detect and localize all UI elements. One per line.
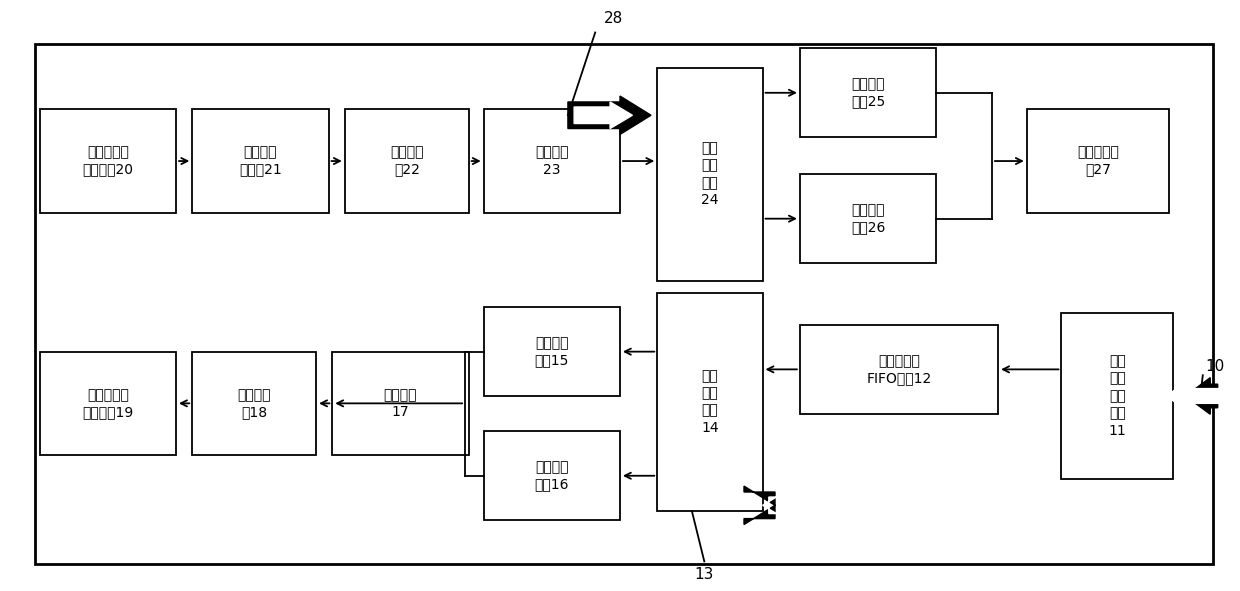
Text: 13: 13 [694,567,714,582]
Bar [192,109,329,213]
Text: 28: 28 [604,11,624,27]
Text: 第二解码
模块26: 第二解码 模块26 [851,203,885,234]
Text: 接收端极性
控制模块20: 接收端极性 控制模块20 [82,145,134,177]
Text: 第一编码
模块15: 第一编码 模块15 [534,336,569,367]
Bar [800,48,936,137]
Bar [657,68,763,281]
FancyArrow shape [1185,378,1218,414]
Bar [40,352,176,455]
Bar [484,307,620,396]
FancyArrow shape [574,102,632,129]
Text: 第一解码
模块25: 第一解码 模块25 [851,77,885,108]
Bar [40,109,176,213]
Text: 解码
选择
模块
24: 解码 选择 模块 24 [701,141,719,207]
Text: 第二编码
模块16: 第二编码 模块16 [534,460,569,491]
Bar [484,431,620,520]
Bar [332,352,469,455]
FancyArrow shape [568,96,651,135]
Text: 解扰模块
23: 解扰模块 23 [534,145,569,177]
Text: 发送端异步
FIFO模块12: 发送端异步 FIFO模块12 [867,354,931,385]
Text: 同步头检
测模块21: 同步头检 测模块21 [239,145,281,177]
Text: 接收变速
箱22: 接收变速 箱22 [389,145,424,177]
FancyArrow shape [744,486,775,524]
Text: 10: 10 [1205,359,1225,374]
Text: 加扰模块
17: 加扰模块 17 [383,388,418,419]
Text: 编码
选择
模块
14: 编码 选择 模块 14 [701,369,719,435]
Bar [800,174,936,263]
Bar [1061,313,1173,479]
Bar [35,44,1213,564]
Text: 弹性缓存模
块27: 弹性缓存模 块27 [1078,145,1118,177]
FancyArrow shape [1167,384,1224,408]
Bar [345,109,469,213]
Text: 发送变速
箱18: 发送变速 箱18 [237,388,272,419]
Bar [657,293,763,511]
Bar [192,352,316,455]
Bar [484,109,620,213]
Bar [800,325,998,414]
Text: 发送端极性
控制模块19: 发送端极性 控制模块19 [82,388,134,419]
FancyArrow shape [763,492,785,519]
Bar [1027,109,1169,213]
Text: 异步
时钟
选择
模块
11: 异步 时钟 选择 模块 11 [1109,355,1126,437]
